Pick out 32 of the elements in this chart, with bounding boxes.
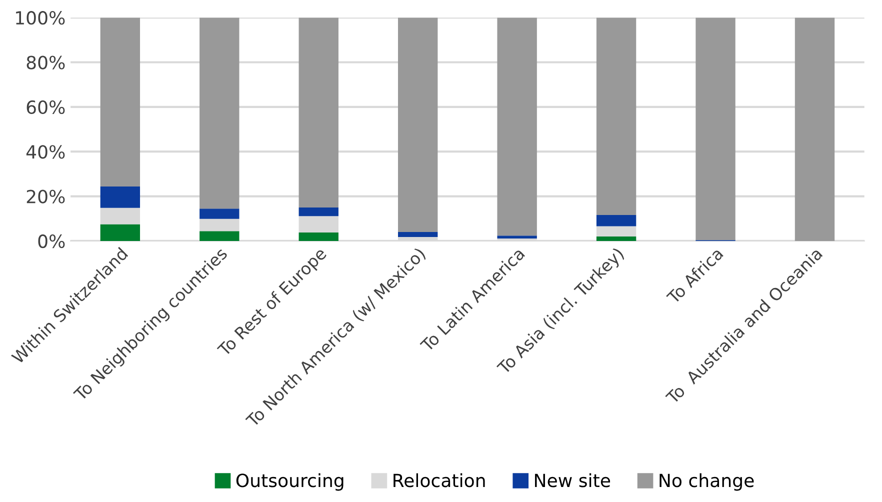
legend-label: New site: [535, 473, 610, 488]
bar: [398, 18, 438, 232]
bar: [100, 186, 140, 208]
bar: [398, 232, 438, 237]
bar: [696, 18, 736, 240]
y-tick-label: 0%: [38, 234, 65, 248]
bar: [200, 218, 240, 232]
bar: [200, 208, 240, 219]
bar: [298, 232, 338, 241]
bar: [298, 216, 338, 232]
bar: [596, 236, 636, 241]
y-tick-label: 80%: [26, 56, 65, 70]
bar: [596, 215, 636, 226]
legend-label: Outsourcing: [236, 473, 344, 491]
bar: [100, 18, 140, 186]
bar: [794, 18, 835, 241]
bar: [596, 226, 636, 236]
legend-label: Relocation: [394, 473, 485, 488]
bar: [497, 236, 537, 239]
y-tick-label: 60%: [26, 100, 65, 114]
y-tick-label: 40%: [26, 145, 65, 159]
bar: [100, 224, 140, 241]
bar: [497, 18, 537, 236]
bar: [200, 231, 240, 241]
bar: [200, 18, 240, 209]
bar: [100, 208, 140, 224]
legend-label: No change: [660, 473, 754, 491]
y-tick-label: 20%: [26, 190, 65, 204]
bar: [298, 18, 338, 208]
y-tick-label: 100%: [16, 11, 65, 25]
bar: [596, 18, 636, 216]
bar: [298, 207, 338, 216]
